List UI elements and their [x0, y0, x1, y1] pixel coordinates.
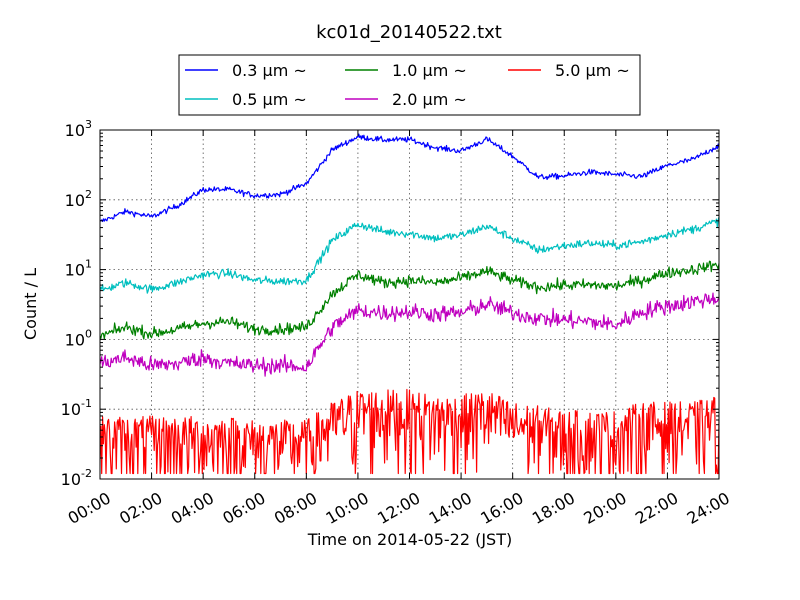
y-tick-label: 100: [65, 327, 92, 349]
chart-title: kc01d_20140522.txt: [316, 22, 502, 43]
x-tick-label: 00:00: [65, 488, 114, 528]
x-tick-label: 20:00: [580, 488, 629, 528]
legend-frame: [178, 54, 641, 116]
legend-label-5: 5.0 μm ~: [555, 61, 630, 80]
x-tick-label: 08:00: [271, 488, 320, 528]
series-line-3: [100, 260, 719, 340]
series-line-2: [100, 216, 719, 294]
x-tick-label: 06:00: [219, 488, 268, 528]
legend: 0.3 μm ~ 0.5 μm ~ 1.0 μm ~ 2.0 μm ~ 5.0 μm ~: [178, 54, 641, 116]
series-line-4: [100, 292, 719, 377]
x-axis-label: Time on 2014-05-22 (JST): [307, 530, 512, 549]
y-tick-label: 102: [65, 188, 92, 210]
y-axis-label: Count / L: [21, 268, 40, 340]
x-tick-label: 10:00: [322, 488, 371, 528]
x-tick-label: 02:00: [116, 488, 165, 528]
series-lines: [100, 133, 719, 475]
legend-label-2: 0.5 μm ~: [232, 90, 307, 109]
y-tick-label: 101: [65, 258, 92, 280]
x-tick-label: 12:00: [374, 488, 423, 528]
series-line-1: [100, 133, 719, 223]
axis-ticks: [99, 129, 720, 480]
x-tick-label: 04:00: [168, 488, 217, 528]
x-tick-label: 14:00: [426, 488, 475, 528]
x-tick-label: 22:00: [632, 488, 681, 528]
y-tick-label: 103: [65, 118, 92, 140]
legend-label-1: 0.3 μm ~: [232, 61, 307, 80]
y-tick-label: 10-2: [61, 467, 92, 489]
y-tick-labels: 10-2 10-1 100 101 102 103: [61, 118, 92, 489]
y-tick-label: 10-1: [61, 397, 92, 419]
series-line-5: [100, 388, 719, 475]
x-tick-labels: 00:00 02:00 04:00 06:00 08:00 10:00 12:00 14:00…: [65, 488, 733, 528]
legend-label-3: 1.0 μm ~: [392, 61, 467, 80]
x-tick-label: 16:00: [477, 488, 526, 528]
legend-label-4: 2.0 μm ~: [392, 90, 467, 109]
x-tick-label: 18:00: [529, 488, 578, 528]
x-tick-label: 24:00: [684, 488, 733, 528]
